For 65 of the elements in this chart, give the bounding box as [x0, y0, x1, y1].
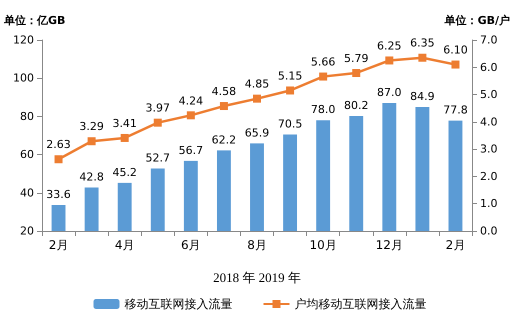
- y2-tick-label: 1.0: [480, 197, 498, 210]
- point: [54, 155, 63, 164]
- data-label: 6.25: [377, 39, 402, 52]
- x-tick-label: 2月: [48, 238, 68, 252]
- data-label: 5.66: [310, 56, 336, 69]
- data-label: 70.5: [278, 118, 302, 131]
- point: [451, 60, 460, 69]
- data-label: 3.97: [146, 102, 170, 115]
- data-label: 3.41: [112, 116, 137, 130]
- point: [88, 137, 96, 146]
- legend-label: 户均移动互联网接入流量: [294, 297, 426, 311]
- x-tick-label: 6月: [181, 238, 201, 252]
- x-tick-label: 4月: [114, 238, 135, 252]
- data-label: 56.7: [178, 144, 204, 157]
- data-label: 77.8: [443, 104, 468, 117]
- y-tick-label: 100: [13, 72, 34, 85]
- point: [186, 111, 195, 120]
- data-label: 6.10: [443, 44, 468, 57]
- y2-tick-label: 2.0: [480, 170, 498, 183]
- data-label: 5.79: [344, 52, 368, 66]
- data-label: 78.0: [310, 103, 336, 116]
- data-label: 33.6: [46, 188, 71, 202]
- y-tick-label: 80: [20, 110, 34, 123]
- data-label: 45.2: [112, 166, 137, 179]
- point: [352, 69, 360, 78]
- point: [286, 86, 294, 94]
- data-label: 42.8: [79, 170, 104, 184]
- point: [385, 56, 394, 64]
- y2-axis-title: 单位：GB/户: [444, 14, 510, 27]
- y2-tick-label: 6.0: [480, 60, 498, 74]
- y-axis-title: 单位：亿GB: [3, 14, 66, 27]
- data-label: 80.2: [344, 99, 368, 112]
- data-label: 4.24: [178, 94, 204, 108]
- x-tick-label: 2月: [446, 238, 466, 252]
- y-tick-label: 120: [13, 34, 34, 46]
- y2-tick-label: 0.0: [480, 224, 498, 238]
- y2-tick-label: 4.0: [480, 115, 498, 128]
- point: [120, 134, 129, 142]
- legend-label: 移动互联网接入流量: [124, 297, 232, 311]
- x-tick-label: 10月: [310, 238, 337, 252]
- data-label: 5.15: [278, 69, 302, 82]
- point: [220, 102, 228, 110]
- point: [253, 94, 261, 103]
- x-tick-label: 12月: [376, 238, 403, 252]
- data-label: 62.2: [212, 133, 236, 146]
- y-tick-label: 60: [20, 148, 34, 162]
- point: [418, 54, 426, 62]
- data-label: 3.29: [79, 120, 104, 134]
- data-label: 65.9: [244, 126, 270, 140]
- point: [154, 118, 162, 127]
- y2-tick-label: 7.0: [480, 34, 498, 46]
- y2-tick-label: 3.0: [480, 142, 498, 156]
- data-label: 84.9: [410, 90, 435, 104]
- data-label: 4.58: [212, 85, 236, 98]
- data-label: 4.85: [244, 78, 270, 91]
- data-label: 6.35: [410, 36, 435, 50]
- x-axis-title: 2018 年 2019 年: [213, 270, 301, 285]
- data-label: 87.0: [377, 86, 402, 100]
- point: [319, 72, 328, 81]
- y-tick-label: 40: [20, 186, 34, 200]
- y-tick-label: 20: [20, 224, 34, 238]
- data-label: 52.7: [146, 152, 170, 165]
- data-label: 2.63: [46, 138, 71, 152]
- y2-tick-label: 5.0: [480, 88, 498, 102]
- x-tick-label: 8月: [247, 238, 267, 252]
